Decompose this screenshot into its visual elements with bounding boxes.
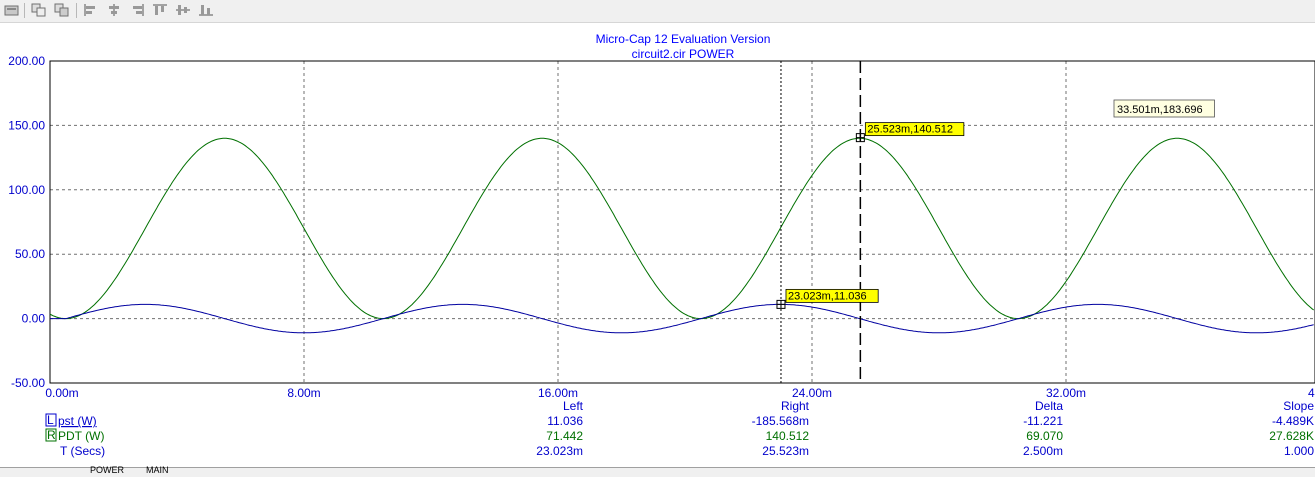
plot-tabs: POWER MAIN (0, 465, 1315, 477)
row-value: 1.000 (1284, 444, 1314, 458)
row-name: PDT (W) (58, 429, 104, 443)
select-all-icon[interactable] (4, 3, 20, 17)
copy-icon[interactable] (31, 3, 47, 17)
row-value: -11.221 (1023, 414, 1063, 428)
y-tick-label: 100.00 (8, 183, 45, 197)
cursors[interactable] (780, 61, 862, 383)
x-tick-label: 16.00m (538, 386, 578, 400)
y-tick-label: -50.00 (11, 376, 45, 390)
row-value: -185.568m (752, 414, 809, 428)
row-value: 69.070 (1026, 429, 1063, 443)
table-header: Slope (1283, 399, 1314, 413)
row-value: 71.442 (546, 429, 583, 443)
markers: 25.523m,140.512 23.023m,11.036 33.501m,183… (776, 99, 1215, 309)
align-left-icon[interactable] (83, 3, 99, 17)
row-mark-box (45, 413, 57, 427)
annotation-text: 33.501m,183.696 (1117, 104, 1203, 116)
x-tick-label: 8.00m (287, 386, 320, 400)
table-header: Left (563, 399, 584, 413)
x-tick-label: 40 (1308, 386, 1315, 400)
row-value: 27.628K (1269, 429, 1314, 443)
row-value: 11.036 (547, 414, 583, 428)
row-value: 2.500m (1023, 444, 1063, 458)
align-center-icon[interactable] (106, 3, 122, 17)
row-value: 140.512 (766, 429, 810, 443)
chart-title: Micro-Cap 12 Evaluation Version (596, 32, 771, 46)
annotation-box (1113, 99, 1215, 118)
marker-label: 25.523m,140.512 (867, 124, 953, 136)
tab-main[interactable]: MAIN (146, 465, 169, 475)
row-mark: R (47, 428, 56, 442)
y-tick-label: 200.00 (8, 54, 45, 68)
series-pdt (49, 137, 1314, 320)
marker-label-box (785, 288, 879, 303)
marker-label: 23.023m,11.036 (788, 290, 867, 302)
table-header: Delta (1035, 399, 1063, 413)
row-value: -4.489K (1272, 414, 1314, 428)
align-top-icon[interactable] (152, 3, 168, 17)
tab-power[interactable]: POWER (90, 465, 125, 475)
align-bottom-icon[interactable] (198, 3, 214, 17)
series (49, 137, 1314, 334)
marker-label-box (864, 122, 965, 137)
align-middle-icon[interactable] (175, 3, 191, 17)
toolbar (0, 0, 1315, 23)
row-value: 23.023m (536, 444, 583, 458)
y-tick-label: 150.00 (8, 118, 45, 132)
series-pst (50, 303, 1314, 334)
cursor-readout-table: Left Right Delta Slope L pst (W) 11.036 -185.56… (45, 399, 1314, 458)
x-tick-label: 24.00m (792, 386, 832, 400)
x-tick-label: 32.00m (1046, 386, 1086, 400)
chart-subtitle: circuit2.cir POWER (632, 47, 735, 61)
paste-icon[interactable] (54, 3, 70, 17)
row-mark: L (47, 413, 54, 427)
row-name: T (Secs) (60, 444, 105, 458)
axes: -50.00 0.00 50.00 100.00 150.00 200.00 0.00m 8.… (8, 54, 1315, 400)
row-name: pst (W) (58, 414, 97, 428)
y-tick-label: 50.00 (15, 247, 45, 261)
row-mark-box (45, 428, 57, 442)
grid (50, 61, 1315, 383)
x-tick-label: 0.00m (45, 386, 78, 400)
align-right-icon[interactable] (129, 3, 145, 17)
table-header: Right (781, 399, 810, 413)
y-tick-label: 0.00 (22, 312, 46, 326)
plot-frame (49, 60, 1315, 384)
row-value: 25.523m (762, 444, 809, 458)
power-chart: Micro-Cap 12 Evaluation Version circuit2… (8, 32, 1315, 458)
